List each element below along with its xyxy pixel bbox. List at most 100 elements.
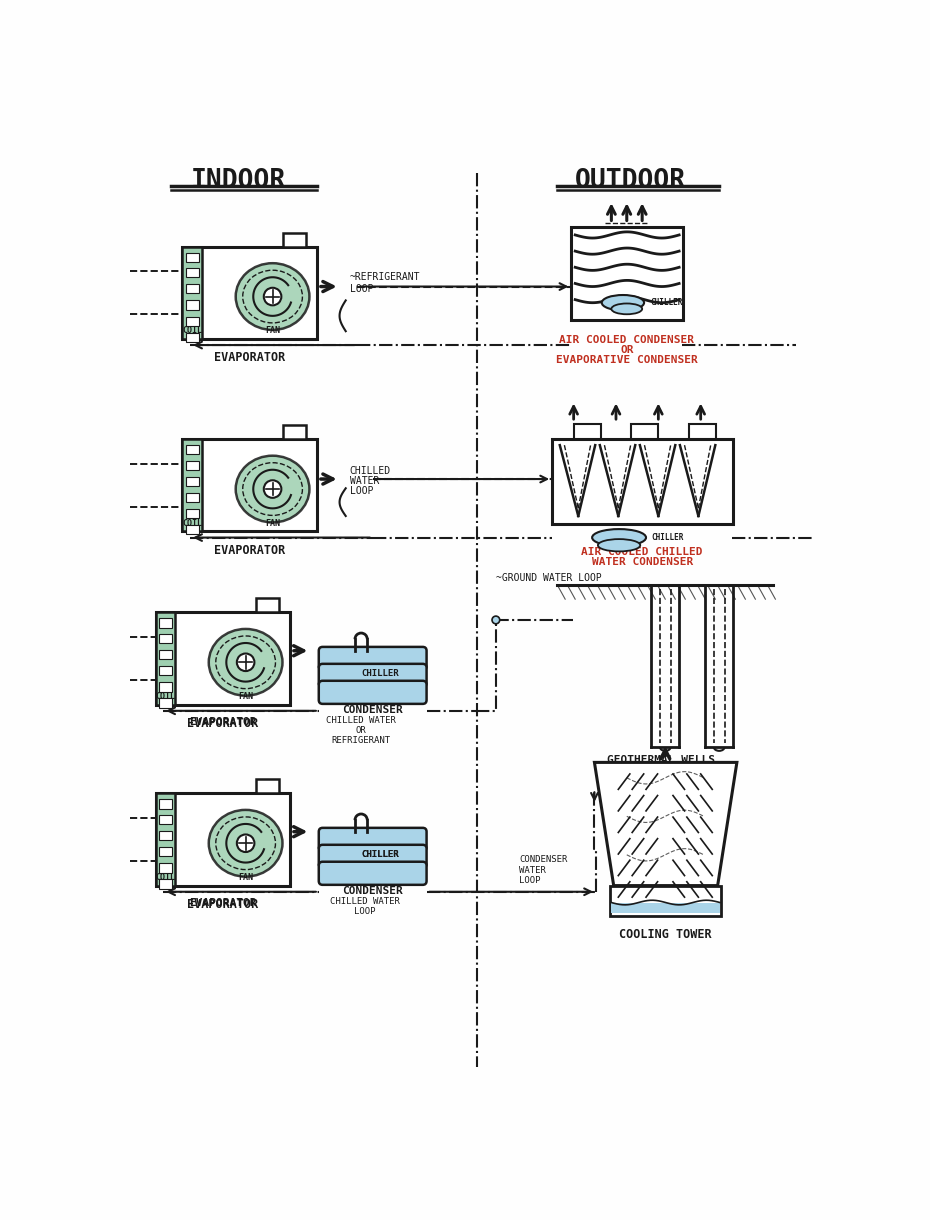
- Text: WATER CONDENSER: WATER CONDENSER: [591, 556, 693, 567]
- Text: FAN: FAN: [238, 872, 253, 882]
- Text: CHILLED WATER: CHILLED WATER: [326, 716, 396, 725]
- Bar: [159, 799, 172, 809]
- Bar: [155, 612, 290, 705]
- FancyBboxPatch shape: [319, 828, 427, 852]
- Text: OUTDOOR: OUTDOOR: [575, 168, 686, 194]
- Text: CHILLER: CHILLER: [651, 533, 684, 542]
- Text: CONDENSER: CONDENSER: [342, 886, 403, 895]
- Text: REFRIGERANT: REFRIGERANT: [332, 736, 391, 745]
- Text: COIL: COIL: [182, 326, 202, 336]
- Text: EVAPORATOR: EVAPORATOR: [187, 898, 259, 911]
- Bar: [182, 246, 317, 339]
- Bar: [611, 903, 720, 914]
- Bar: [159, 699, 172, 708]
- Text: CHILLED WATER: CHILLED WATER: [330, 897, 400, 906]
- Text: CONDENSER: CONDENSER: [519, 855, 567, 864]
- Bar: [552, 439, 733, 523]
- Text: COOLING TOWER: COOLING TOWER: [619, 928, 711, 941]
- Ellipse shape: [208, 630, 283, 695]
- Bar: [159, 831, 172, 841]
- Text: AIR COOLED CHILLED: AIR COOLED CHILLED: [581, 547, 703, 556]
- FancyBboxPatch shape: [319, 681, 427, 704]
- Bar: [186, 300, 199, 310]
- Polygon shape: [594, 762, 737, 886]
- Circle shape: [237, 654, 255, 671]
- Bar: [155, 793, 175, 886]
- Text: LOOP: LOOP: [350, 487, 373, 497]
- Text: EVAPORATOR: EVAPORATOR: [187, 717, 259, 730]
- Ellipse shape: [592, 529, 646, 547]
- Bar: [283, 425, 306, 439]
- Text: FAN: FAN: [265, 326, 280, 336]
- Text: EVAPORATOR: EVAPORATOR: [214, 544, 286, 556]
- Bar: [186, 526, 199, 534]
- Text: ~REFRIGERANT: ~REFRIGERANT: [350, 272, 420, 282]
- Bar: [155, 793, 290, 886]
- Text: EVAPORATOR: EVAPORATOR: [189, 717, 257, 727]
- Bar: [159, 650, 172, 659]
- Circle shape: [264, 481, 282, 498]
- Bar: [571, 227, 683, 320]
- Bar: [283, 233, 306, 246]
- FancyBboxPatch shape: [319, 861, 427, 884]
- Circle shape: [264, 288, 282, 305]
- Text: ~GROUND WATER LOOP: ~GROUND WATER LOOP: [496, 572, 602, 583]
- Text: COIL: COIL: [182, 518, 202, 527]
- Text: CHILLER: CHILLER: [362, 670, 399, 678]
- Ellipse shape: [602, 295, 644, 310]
- Ellipse shape: [235, 264, 310, 329]
- FancyBboxPatch shape: [319, 844, 427, 867]
- Ellipse shape: [598, 539, 640, 551]
- Bar: [186, 461, 199, 470]
- Bar: [159, 864, 172, 872]
- Text: LOOP: LOOP: [350, 284, 373, 294]
- Bar: [159, 682, 172, 692]
- Bar: [182, 439, 202, 532]
- Text: GEOTHERMAL WELLS: GEOTHERMAL WELLS: [607, 755, 715, 765]
- Text: INDOOR: INDOOR: [191, 168, 286, 194]
- Bar: [159, 847, 172, 856]
- Bar: [186, 253, 199, 262]
- Text: EVAPORATOR: EVAPORATOR: [214, 351, 286, 365]
- Text: FAN: FAN: [238, 692, 253, 700]
- Ellipse shape: [235, 456, 310, 522]
- Bar: [186, 477, 199, 486]
- Bar: [186, 284, 199, 294]
- Bar: [155, 612, 175, 705]
- Text: EVAPORATOR: EVAPORATOR: [189, 898, 257, 908]
- Bar: [689, 423, 716, 439]
- Bar: [159, 634, 172, 643]
- Text: EVAPORATIVE CONDENSER: EVAPORATIVE CONDENSER: [556, 355, 698, 365]
- Bar: [256, 598, 279, 612]
- Text: LOOP: LOOP: [519, 876, 540, 886]
- Text: CHILLER: CHILLER: [362, 850, 399, 859]
- Text: CONDENSER: CONDENSER: [342, 705, 403, 715]
- Bar: [159, 815, 172, 824]
- Bar: [186, 316, 199, 326]
- Text: FAN: FAN: [265, 518, 280, 527]
- Text: CHILLER: CHILLER: [362, 850, 399, 859]
- Bar: [186, 445, 199, 454]
- Bar: [256, 780, 279, 793]
- Text: OR: OR: [356, 726, 366, 736]
- Text: CHILLED: CHILLED: [350, 466, 391, 476]
- Bar: [631, 423, 658, 439]
- Bar: [186, 333, 199, 342]
- Bar: [186, 493, 199, 503]
- Bar: [186, 509, 199, 518]
- Circle shape: [237, 834, 255, 852]
- Text: WATER: WATER: [519, 866, 546, 875]
- Bar: [182, 439, 317, 532]
- Bar: [186, 268, 199, 277]
- Text: COIL: COIL: [155, 872, 175, 882]
- Bar: [159, 666, 172, 676]
- Ellipse shape: [208, 810, 283, 877]
- Bar: [182, 246, 202, 339]
- Text: OR: OR: [620, 345, 633, 355]
- FancyBboxPatch shape: [319, 647, 427, 670]
- Circle shape: [492, 616, 499, 623]
- Bar: [159, 619, 172, 627]
- Text: CHILLER: CHILLER: [650, 298, 683, 307]
- Text: COIL: COIL: [155, 692, 175, 700]
- Bar: [574, 423, 601, 439]
